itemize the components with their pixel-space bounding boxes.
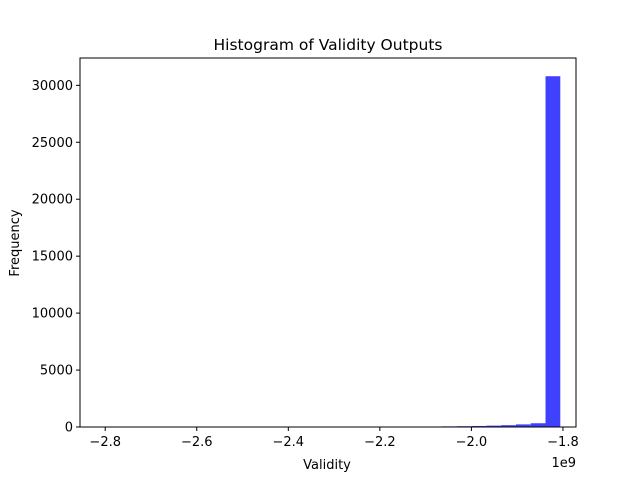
x-tick-label: −2.6 — [181, 435, 213, 450]
x-tick-label: −2.4 — [273, 435, 305, 450]
y-axis-label: Frequency — [8, 209, 23, 276]
histogram-bar — [501, 425, 516, 427]
y-tick-label: 15000 — [32, 250, 73, 265]
histogram-bar — [530, 423, 546, 427]
x-tick-label: −2.8 — [89, 435, 121, 450]
y-tick-label: 25000 — [32, 136, 73, 151]
x-tick-label: −2.2 — [364, 435, 396, 450]
axes-frame — [79, 57, 577, 428]
x-tick-label: −1.8 — [547, 435, 579, 450]
histogram-bar — [486, 425, 502, 427]
y-tick-label: 20000 — [32, 193, 73, 208]
x-axis-label: Validity — [303, 458, 351, 473]
histogram-bar — [471, 425, 487, 427]
x-tick-label: −2.0 — [456, 435, 488, 450]
x-axis-offset-label: 1e9 — [551, 456, 576, 471]
y-tick-label: 30000 — [32, 79, 73, 94]
y-axis-ticks: 0 5000 10000 15000 20000 25000 30000 — [32, 79, 80, 436]
y-tick-label: 10000 — [32, 307, 73, 322]
chart-title: Histogram of Validity Outputs — [214, 36, 443, 54]
x-axis-ticks: −2.8 −2.6 −2.4 −2.2 −2.0 −1.8 — [89, 427, 579, 450]
y-tick-label: 5000 — [40, 364, 73, 379]
histogram-bar — [515, 424, 531, 427]
histogram-bar — [545, 76, 561, 427]
y-tick-label: 0 — [65, 421, 73, 436]
